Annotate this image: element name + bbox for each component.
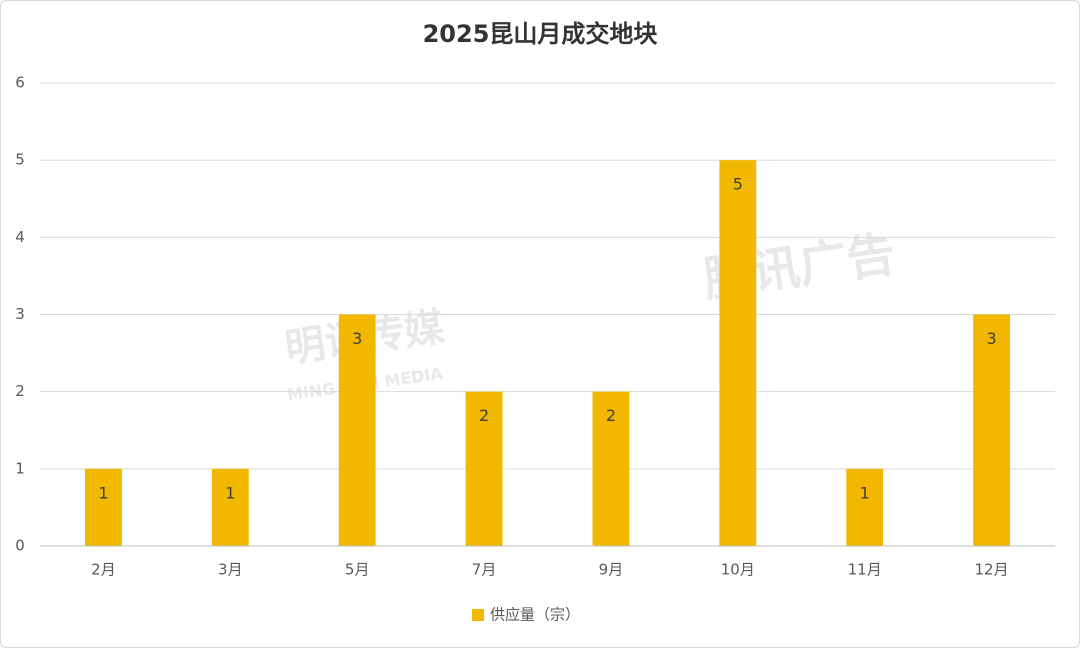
y-tick-label: 2 xyxy=(15,382,25,400)
y-tick-label: 0 xyxy=(15,537,25,555)
data-label: 1 xyxy=(98,483,108,502)
y-tick-label: 5 xyxy=(15,151,25,169)
x-tick-label: 2月 xyxy=(91,561,116,579)
data-label: 2 xyxy=(479,406,489,425)
bar xyxy=(211,468,249,546)
data-label: 1 xyxy=(860,483,870,502)
chart-title: 2025昆山月成交地块 xyxy=(423,20,658,48)
legend-label: 供应量（宗） xyxy=(490,606,580,624)
x-tick-label: 9月 xyxy=(599,561,624,579)
legend-swatch xyxy=(472,609,484,621)
bar xyxy=(465,391,503,546)
bar xyxy=(592,391,630,546)
bar xyxy=(973,314,1010,546)
data-label: 2 xyxy=(606,406,616,425)
y-tick-label: 1 xyxy=(15,459,25,477)
y-tick-label: 6 xyxy=(15,74,25,92)
bar xyxy=(338,314,376,546)
x-tick-label: 3月 xyxy=(218,561,243,579)
x-tick-label: 11月 xyxy=(848,561,882,579)
data-label: 5 xyxy=(733,175,743,194)
data-label: 1 xyxy=(225,483,235,502)
data-label: 3 xyxy=(352,329,362,348)
y-tick-label: 3 xyxy=(15,305,25,323)
y-tick-label: 4 xyxy=(15,228,25,246)
data-label: 3 xyxy=(986,329,996,348)
x-tick-label: 7月 xyxy=(472,561,497,579)
bar xyxy=(846,468,884,546)
bar xyxy=(719,160,757,546)
x-tick-label: 12月 xyxy=(975,561,1009,579)
x-tick-label: 5月 xyxy=(345,561,370,579)
x-tick-label: 10月 xyxy=(721,561,755,579)
bar xyxy=(85,468,122,546)
